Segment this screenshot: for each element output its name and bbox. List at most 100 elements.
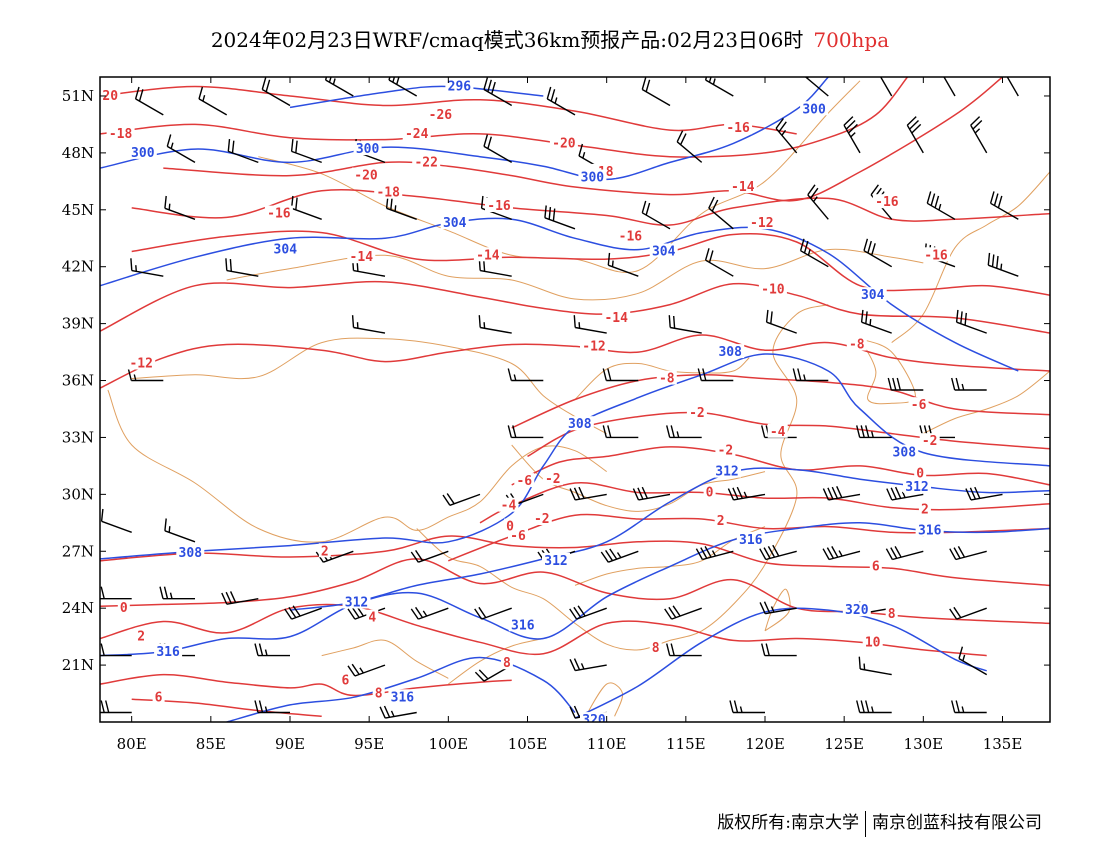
wind-barb: [166, 134, 196, 164]
temperature-label-bg: [531, 511, 552, 525]
temperature-label: -6: [510, 529, 526, 544]
temperature-label: -22: [414, 155, 437, 170]
wind-barb: [727, 486, 766, 501]
temperature-label-bg: [846, 336, 867, 351]
temperature-label: 0: [706, 486, 714, 501]
wind-barb: [641, 200, 671, 230]
temperature-contour: [100, 603, 987, 657]
title-level: 700hpa: [813, 28, 890, 52]
temperature-label-bg: [728, 179, 757, 193]
lon-tick-label: 85E: [196, 735, 226, 753]
temperature-contour: [100, 673, 512, 697]
temperature-label: -2: [689, 406, 705, 421]
height-label-bg: [716, 344, 745, 359]
wind-barb: [284, 605, 322, 620]
wind-barb: [388, 77, 418, 97]
wind-barb: [100, 643, 132, 657]
wind-barb: [632, 486, 671, 501]
wind-barb: [863, 238, 893, 268]
lon-tick-label: 135E: [983, 735, 1023, 753]
wind-barb: [926, 191, 956, 220]
wind-barb: [290, 139, 322, 164]
height-label-bg: [580, 712, 608, 722]
wind-barb: [544, 205, 576, 230]
wind-barb: [478, 315, 512, 334]
temperature-label: -8: [659, 372, 675, 387]
temperature-label: 0: [120, 601, 128, 616]
temperature-label-bg: [127, 355, 156, 370]
temperature-label: -20: [95, 89, 119, 104]
height-label: 296: [448, 80, 472, 95]
temperature-contour: [511, 374, 1050, 429]
temperature-contour: [511, 446, 1050, 486]
boundary-line: [416, 304, 829, 651]
temperature-label: 8: [503, 656, 511, 671]
wind-barb: [569, 605, 607, 620]
temperature-label-bg: [703, 484, 716, 499]
temperature-label-bg: [715, 442, 736, 457]
wind-barb: [254, 700, 290, 714]
temperature-label-bg: [919, 433, 940, 448]
wind-barb: [860, 309, 892, 334]
temperature-contour: [131, 189, 1050, 226]
temperature-label: 2: [321, 544, 329, 559]
lon-tick-label: 105E: [508, 735, 548, 753]
temperature-label-bg: [473, 247, 502, 262]
lon-axis: 80E 85E 90E 95E 100E 105E 110E 115E 120E 125E 130E…: [117, 77, 1023, 753]
wind-barb: [347, 663, 386, 677]
wind-barb: [906, 116, 924, 154]
temperature-contour: [100, 85, 797, 135]
temperature-label-bg: [656, 370, 677, 385]
wind-barb: [885, 546, 924, 561]
wind-barb: [410, 606, 449, 620]
temperature-label-bg: [504, 518, 517, 533]
boundary-line: [448, 638, 544, 685]
temperature-label-bg: [767, 423, 788, 438]
temperature-label-bg: [500, 655, 513, 670]
wind-barb: [254, 643, 290, 657]
temperature-label: -16: [924, 248, 948, 263]
wind-barb: [379, 705, 417, 719]
height-label-bg: [649, 243, 678, 258]
height-label: 316: [918, 523, 942, 538]
wind-barb: [100, 700, 132, 714]
temperature-label: -18: [109, 127, 133, 142]
footer-right: 南京创蓝科技有限公司: [872, 813, 1042, 833]
wind-barb: [474, 606, 512, 620]
temperature-label-bg: [758, 281, 787, 296]
wind-barb: [704, 248, 734, 277]
wind-barb: [955, 309, 987, 334]
wind-barb: [351, 315, 386, 334]
height-label: 308: [179, 546, 203, 561]
wind-barb: [668, 315, 702, 334]
lat-tick-label: 51N: [62, 87, 94, 105]
wind-barb: [569, 658, 607, 672]
height-label: 316: [739, 533, 763, 548]
temperature-label: 0: [916, 467, 924, 482]
temperature-label-bg: [485, 198, 513, 212]
height-contour: [289, 85, 544, 109]
temperature-label: -12: [750, 216, 773, 231]
lat-tick-label: 48N: [62, 144, 94, 162]
temperature-label-bg: [885, 605, 898, 620]
wind-barb: [546, 86, 576, 116]
temperature-label-bg: [747, 215, 776, 230]
temperature-label-bg: [412, 154, 441, 169]
wind-barb: [602, 368, 639, 382]
temperature-label-bg: [580, 338, 608, 353]
lat-tick-label: 39N: [62, 315, 94, 333]
height-label: 316: [391, 690, 415, 705]
height-label: 312: [905, 480, 928, 495]
height-label-bg: [565, 416, 594, 431]
height-label-bg: [342, 594, 371, 609]
lat-tick-label: 33N: [62, 428, 94, 446]
temperature-label: -6: [911, 398, 927, 413]
wind-barb: [127, 368, 164, 382]
height-label-bg: [388, 689, 417, 704]
temperature-label-bg: [862, 634, 883, 649]
plot-frame: [99, 76, 1051, 723]
wind-barb: [775, 117, 798, 154]
temperature-label-bg: [686, 404, 707, 419]
boundary-line: [584, 682, 624, 719]
lon-tick-label: 95E: [354, 735, 384, 753]
